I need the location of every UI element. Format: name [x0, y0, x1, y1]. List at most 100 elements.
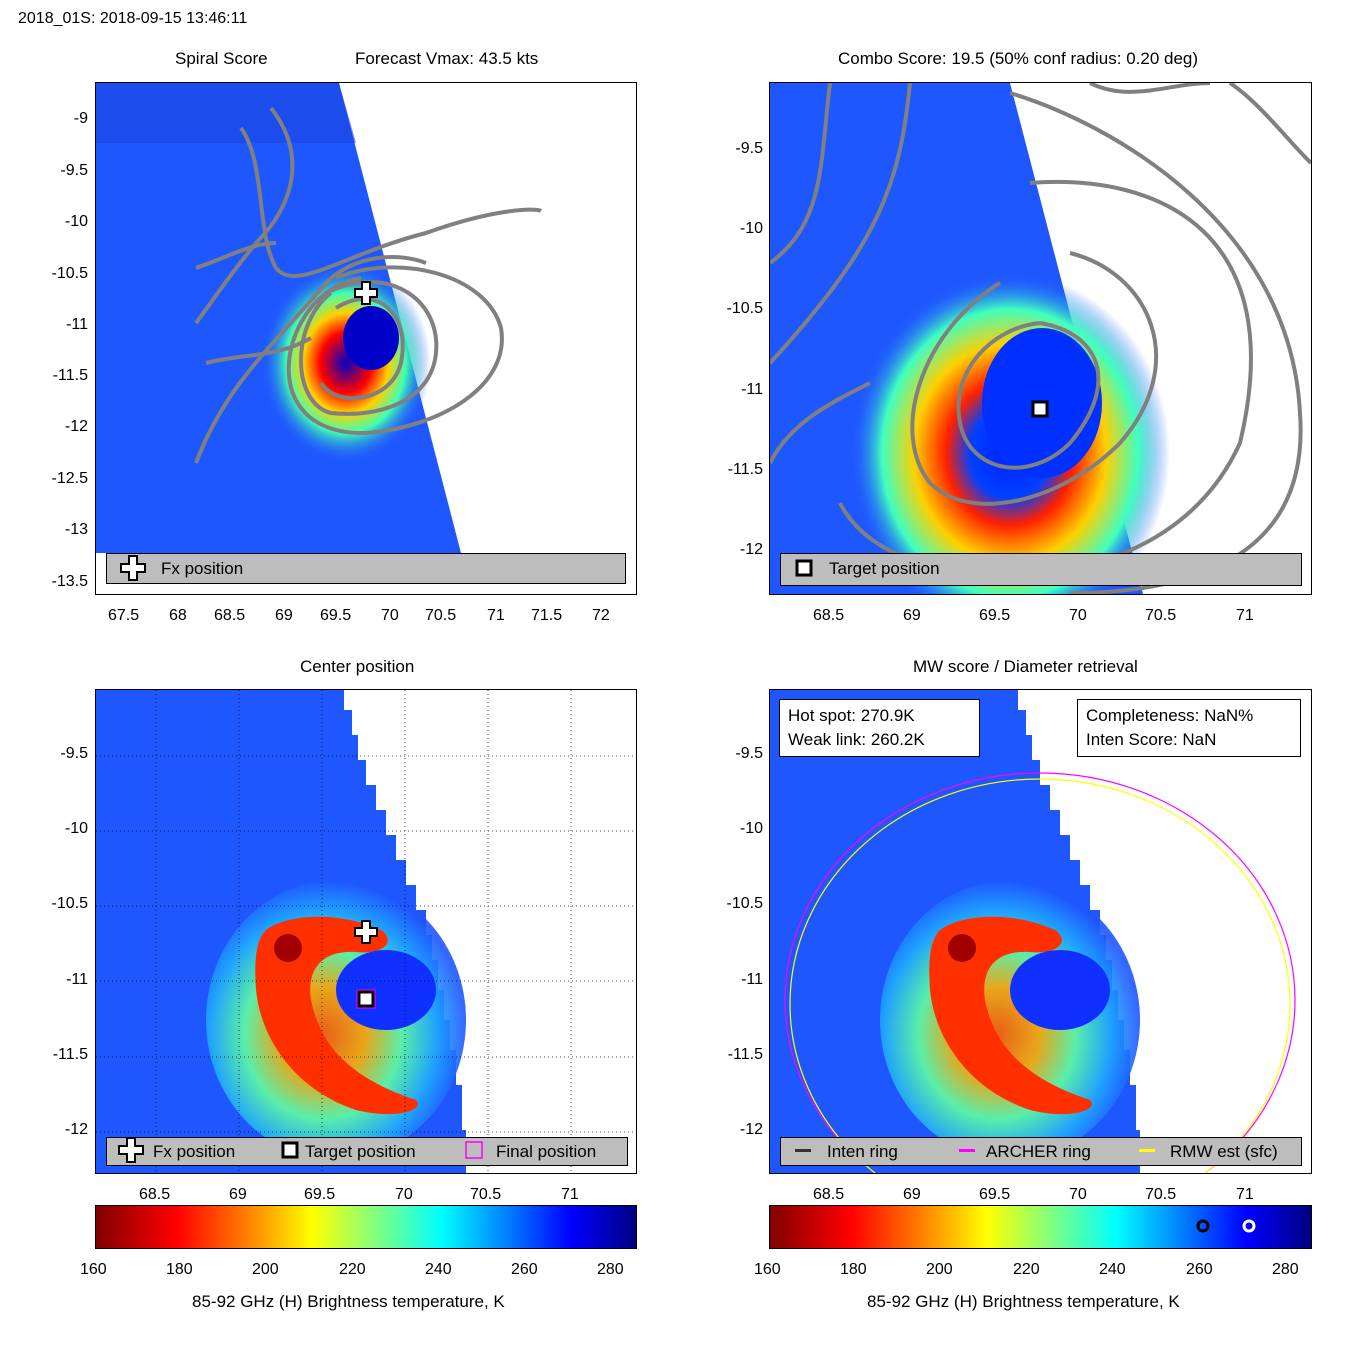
legend-label: RMW est (sfc)	[1170, 1142, 1278, 1161]
xtick: 71	[1236, 607, 1254, 624]
ytick: -11.5	[52, 367, 88, 384]
fx-position-marker	[354, 281, 378, 305]
ytick: -10	[64, 820, 88, 837]
combo-title: Combo Score: 19.5 (50% conf radius: 0.20…	[838, 49, 1199, 68]
cbar-tick: 220	[1013, 1261, 1040, 1278]
mw-title: MW score / Diameter retrieval	[913, 657, 1138, 676]
legend-label: Inten ring	[827, 1142, 898, 1161]
xtick: 69.5	[320, 607, 352, 624]
cbar-tick: 260	[1186, 1261, 1213, 1278]
cbar-tick: 240	[425, 1261, 452, 1278]
fx-position-icon	[120, 555, 146, 581]
eye	[343, 306, 399, 370]
colorbar-left-label: 85-92 GHz (H) Brightness temperature, K	[192, 1292, 505, 1311]
xtick: 70	[1069, 607, 1087, 624]
center-legend: Fx position Target position Final positi…	[106, 1137, 628, 1166]
cbar-tick: 240	[1099, 1261, 1126, 1278]
target-position-icon	[281, 1141, 299, 1159]
combo-plot: Target position	[769, 82, 1312, 595]
xtick: 71	[561, 1186, 579, 1203]
ytick: -10.5	[51, 265, 88, 282]
colorbar-right-label: 85-92 GHz (H) Brightness temperature, K	[867, 1292, 1180, 1311]
colorbar-left	[95, 1205, 637, 1249]
xtick: 70.5	[1145, 607, 1177, 624]
hot-core	[948, 934, 976, 962]
xtick: 69.5	[979, 1186, 1011, 1203]
xtick: 70.5	[470, 1186, 502, 1203]
rmw-ring	[789, 778, 1291, 1173]
target-position-marker	[356, 989, 376, 1009]
ytick: -11	[66, 316, 88, 333]
xtick: 70.5	[425, 607, 457, 624]
cbar-tick: 160	[80, 1261, 107, 1278]
mw-legend: Inten ring ARCHER ring RMW est (sfc)	[780, 1137, 1302, 1166]
mw-plot: Hot spot: 270.9K Weak link: 260.2K Compl…	[769, 689, 1312, 1174]
legend-label: Fx position	[153, 1142, 236, 1161]
ytick: -9.5	[60, 162, 88, 179]
colorbar-right	[769, 1205, 1312, 1249]
ytick: -12	[739, 541, 763, 558]
inten-score-text: Inten Score: NaN	[1086, 730, 1217, 749]
ytick: -10.5	[726, 895, 763, 912]
legend-label: Final position	[496, 1142, 597, 1161]
ytick: -11	[741, 381, 763, 398]
figure-title: 2018_01S: 2018-09-15 13:46:11	[18, 10, 248, 27]
spiral-band	[255, 916, 418, 1115]
hot-spot-marker	[1242, 1219, 1256, 1233]
ytick: -9.5	[60, 745, 88, 762]
xtick: 69	[229, 1186, 247, 1203]
xtick: 70	[381, 607, 399, 624]
xtick: 69	[903, 607, 921, 624]
final-position-icon	[465, 1141, 483, 1159]
grid-lines	[96, 690, 636, 1173]
completeness-text: Completeness: NaN%	[1086, 706, 1254, 725]
ytick: -12	[64, 418, 88, 435]
cbar-tick: 280	[1272, 1261, 1299, 1278]
ytick: -11.5	[727, 461, 763, 478]
ytick: -10.5	[726, 300, 763, 317]
ytick: -9.5	[735, 140, 763, 157]
xtick: 69.5	[304, 1186, 336, 1203]
xtick: 68.5	[139, 1186, 171, 1203]
eye	[1010, 950, 1110, 1030]
weak-link-text: Weak link: 260.2K	[788, 730, 925, 749]
fx-position-icon	[118, 1137, 144, 1163]
xtick: 68.5	[813, 1186, 845, 1203]
xtick: 70	[395, 1186, 413, 1203]
ytick: -9.5	[735, 745, 763, 762]
cbar-tick: 200	[252, 1261, 279, 1278]
ytick: -12	[739, 1121, 763, 1138]
xtick: 67.5	[108, 607, 140, 624]
ytick: -13	[64, 521, 88, 538]
target-position-icon	[795, 559, 813, 577]
xtick: 71.5	[531, 607, 563, 624]
fx-position-marker	[354, 920, 378, 944]
xtick: 70	[1069, 1186, 1087, 1203]
ytick: -11	[66, 971, 88, 988]
hot-spot-box: Hot spot: 270.9K Weak link: 260.2K	[779, 699, 980, 757]
xtick: 68	[169, 607, 187, 624]
archer-ring-icon	[959, 1149, 975, 1152]
ytick: -12.5	[51, 470, 88, 487]
ytick: -11.5	[727, 1046, 763, 1063]
weak-link-marker	[1196, 1219, 1210, 1233]
hot-spot-text: Hot spot: 270.9K	[788, 706, 915, 725]
xtick: 69.5	[979, 607, 1011, 624]
ytick: -13.5	[51, 573, 88, 590]
cbar-tick: 280	[597, 1261, 624, 1278]
cbar-tick: 180	[840, 1261, 867, 1278]
ytick: -11	[741, 971, 763, 988]
ytick: -10	[739, 820, 763, 837]
center-title: Center position	[300, 657, 415, 676]
spiral-legend: Fx position	[106, 553, 626, 584]
ytick: -12	[64, 1121, 88, 1138]
xtick: 71	[487, 607, 505, 624]
target-position-marker	[1031, 400, 1049, 418]
rmw-ring-icon	[1139, 1149, 1155, 1152]
spiral-title-right: Forecast Vmax: 43.5 kts	[355, 49, 539, 68]
xtick: 68.5	[214, 607, 246, 624]
xtick: 71	[1236, 1186, 1254, 1203]
combo-legend: Target position	[780, 553, 1302, 586]
spiral-band	[929, 916, 1092, 1115]
cbar-tick: 160	[754, 1261, 781, 1278]
